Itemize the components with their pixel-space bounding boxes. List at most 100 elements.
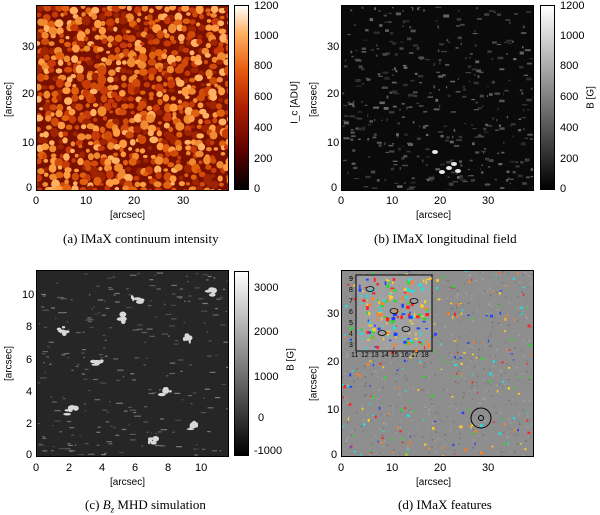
y-tick: 10 [327,404,340,416]
inset-y-tick: 7 [349,298,353,305]
x-tick: 30 [177,195,190,207]
inset-x-tick: 17 [411,352,419,359]
inset-x-tick: 14 [381,352,389,359]
cbar-b-tick: 800 [560,60,579,72]
features-map [341,270,534,457]
x-tick: 2 [66,462,73,474]
caption-a: (a) IMaX continuum intensity [63,231,219,246]
x-tick: 8 [165,462,172,474]
cbar-b-tick: 400 [560,122,579,134]
caption-c-prefix: (c) [85,497,103,512]
inset-x-tick: 12 [361,352,369,359]
x-tick: 20 [434,462,447,474]
colorbar-a-label: I_c [ADU] [289,81,301,124]
caption-c-subscript: z [110,504,115,515]
caption-c-rest: MHD simulation [114,497,206,512]
colorbar-b-label: B [G] [585,86,597,109]
inset-y-tick: 5 [349,320,353,327]
y-tick: 2 [26,418,33,430]
y-tick: 20 [22,88,35,100]
y-tick: 10 [22,289,35,301]
x-tick: 6 [132,462,139,474]
x-tick: 0 [338,195,345,207]
cbar-c-tick: 0 [258,412,265,424]
colorbar-b [540,5,555,190]
cbar-a-tick: 400 [254,122,273,134]
colorbar-a [234,5,249,190]
features-texture [342,271,533,456]
x-tick: 30 [482,462,495,474]
colorbar-c [234,271,249,456]
y-tick: 0 [26,449,33,461]
inset-y-tick: 4 [349,331,353,338]
y-tick: 30 [327,308,340,320]
x-tick: 20 [434,195,447,207]
inset-zoom [355,274,433,353]
granulation-texture [37,6,228,190]
y-axis-label-d: [arcsec] [308,366,320,402]
inset-y-tick: 8 [349,287,353,294]
mhd-texture [37,272,228,456]
cbar-c-tick: 3000 [254,282,279,294]
highlight-circle [470,407,492,429]
x-tick: 30 [482,195,495,207]
inset-x-tick: 16 [401,352,409,359]
inset-x-tick: 15 [391,352,399,359]
y-tick: 0 [26,182,33,194]
cbar-a-tick: 800 [254,60,273,72]
y-tick: 10 [327,137,340,149]
x-tick: 10 [386,195,399,207]
y-axis-label-c: [arcsec] [3,346,15,382]
caption-d: (d) IMaX features [398,497,492,512]
caption-c: (c) Bz MHD simulation [85,497,206,515]
cbar-b-tick: 0 [560,183,567,195]
cbar-c-tick: 1000 [254,371,279,383]
inset-y-tick: 6 [349,309,353,316]
x-tick: 4 [99,462,106,474]
mhd-simulation-map [36,270,229,457]
cbar-b-tick: 1000 [560,30,585,42]
y-tick: 0 [331,449,338,461]
caption-b: (b) IMaX longitudinal field [374,231,517,246]
cbar-c-tick: 2000 [254,326,279,338]
y-tick: 0 [331,182,338,194]
x-tick: 10 [386,462,399,474]
highlight-circle-center [478,415,484,421]
y-tick: 10 [22,137,35,149]
x-axis-label-b: [arcsec] [416,210,452,221]
x-tick: 0 [33,195,40,207]
colorbar-c-label: B [G] [285,348,297,371]
y-axis-label-b: [arcsec] [308,82,320,118]
x-tick: 0 [338,462,345,474]
y-axis-label-a: [arcsec] [3,82,15,118]
inset-x-tick: 18 [421,352,429,359]
cbar-b-tick: 1200 [560,0,585,12]
x-axis-label-a: [arcsec] [110,210,146,221]
field-network-texture [342,6,533,190]
x-axis-label-d: [arcsec] [416,477,452,488]
cbar-a-tick: 600 [254,91,273,103]
y-tick: 8 [26,321,33,333]
x-tick: 10 [80,195,93,207]
cbar-c-tick: -1000 [254,445,283,457]
cbar-a-tick: 200 [254,153,273,165]
cbar-a-tick: 0 [254,183,261,195]
y-tick: 4 [26,386,33,398]
cbar-a-tick: 1000 [254,30,279,42]
inset-x-tick: 11 [351,352,359,359]
cbar-b-tick: 200 [560,153,579,165]
inset-y-tick: 3 [349,342,353,349]
y-tick: 30 [327,41,340,53]
cbar-a-tick: 1200 [254,0,279,12]
x-tick: 20 [128,195,141,207]
y-tick: 20 [327,356,340,368]
cbar-b-tick: 600 [560,91,579,103]
continuum-intensity-map [36,5,229,191]
x-tick: 0 [33,462,40,474]
longitudinal-field-map [341,5,534,191]
y-tick: 30 [22,41,35,53]
x-tick: 10 [195,462,208,474]
x-axis-label-c: [arcsec] [110,477,146,488]
inset-x-tick: 13 [371,352,379,359]
y-tick: 6 [26,354,33,366]
